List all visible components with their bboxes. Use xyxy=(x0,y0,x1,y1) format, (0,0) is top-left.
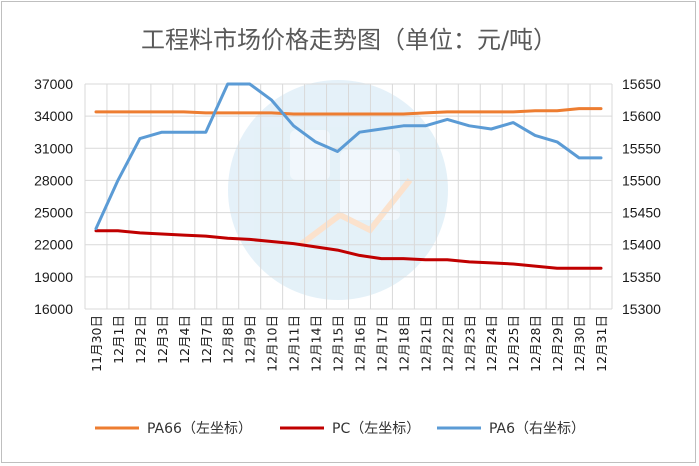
x-tick-label: 12月10日 xyxy=(265,315,280,372)
left-tick-label: 22000 xyxy=(34,237,73,253)
right-tick-label: 15300 xyxy=(622,301,661,317)
legend: PA66（左坐标） PC（左坐标） PA6（右坐标） xyxy=(95,421,585,437)
left-tick-label: 37000 xyxy=(34,76,73,92)
x-tick-label: 12月17日 xyxy=(374,315,389,372)
x-tick-label: 12月25日 xyxy=(506,315,521,372)
legend-label: PA66（左坐标） xyxy=(147,421,252,437)
x-tick-label: 12月11日 xyxy=(287,315,302,372)
left-tick-label: 34000 xyxy=(34,108,73,124)
x-axis-ticks: 11月30日 12月1日 12月2日 12月3日 12月4日 12月7日 12月8日 12月9… xyxy=(89,315,609,372)
right-tick-label: 15500 xyxy=(622,172,661,188)
legend-label: PC（左坐标） xyxy=(332,421,420,437)
left-tick-label: 25000 xyxy=(34,205,73,221)
x-tick-label: 12月8日 xyxy=(221,315,236,364)
x-tick-label: 12月29日 xyxy=(550,315,565,372)
x-tick-label: 12月30日 xyxy=(572,315,587,372)
x-tick-label: 12月2日 xyxy=(133,315,148,364)
right-axis-ticks: 15300 15350 15400 15450 15500 15550 15600 15650 xyxy=(622,76,661,317)
x-tick-label: 12月15日 xyxy=(331,315,346,372)
x-tick-label: 12月3日 xyxy=(155,315,170,364)
series-lines xyxy=(94,82,603,270)
series-line-1 xyxy=(94,229,603,270)
x-tick-label: 12月9日 xyxy=(243,315,258,364)
right-tick-label: 15550 xyxy=(622,140,661,156)
legend-label: PA6（右坐标） xyxy=(489,421,585,437)
right-tick-label: 15650 xyxy=(622,76,661,92)
left-tick-label: 16000 xyxy=(34,301,73,317)
right-tick-label: 15450 xyxy=(622,205,661,221)
x-tick-label: 12月7日 xyxy=(199,315,214,364)
right-tick-label: 15600 xyxy=(622,108,661,124)
left-axis-ticks: 16000 19000 22000 25000 28000 31000 34000 37000 xyxy=(34,76,73,317)
right-tick-label: 15400 xyxy=(622,237,661,253)
series-line-0 xyxy=(94,107,603,116)
left-tick-label: 28000 xyxy=(34,172,73,188)
chart-title: 工程料市场价格走势图（单位：元/吨） xyxy=(141,26,557,54)
x-tick-label: 12月18日 xyxy=(396,315,411,372)
left-tick-label: 19000 xyxy=(34,269,73,285)
x-tick-label: 12月16日 xyxy=(352,315,367,372)
x-tick-label: 12月24日 xyxy=(484,315,499,372)
x-tick-label: 12月31日 xyxy=(594,315,609,372)
x-tick-label: 12月28日 xyxy=(528,315,543,372)
x-tick-label: 12月14日 xyxy=(309,315,324,372)
gridlines xyxy=(84,83,613,310)
series-line-2 xyxy=(94,82,603,231)
left-tick-label: 31000 xyxy=(34,140,73,156)
x-tick-label: 12月22日 xyxy=(440,315,455,372)
x-tick-label: 11月30日 xyxy=(89,315,104,372)
x-tick-label: 12月1日 xyxy=(111,315,126,364)
x-tick-label: 12月21日 xyxy=(418,315,433,372)
right-tick-label: 15350 xyxy=(622,269,661,285)
x-tick-label: 12月23日 xyxy=(462,315,477,372)
x-tick-label: 12月4日 xyxy=(177,315,192,364)
